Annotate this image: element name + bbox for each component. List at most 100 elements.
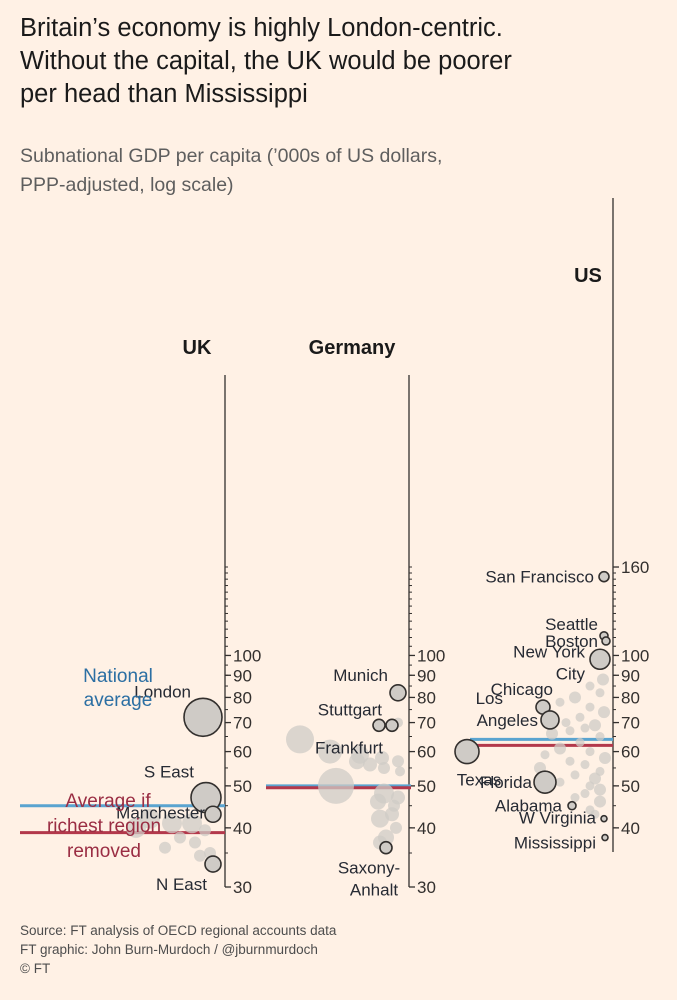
region-label: London (134, 682, 191, 701)
axis-uk (224, 375, 231, 888)
title-line-1: Britain’s economy is highly London-centr… (20, 14, 503, 42)
region-label: Chicago (491, 680, 553, 699)
region-dot (540, 750, 550, 760)
highlight-dot (204, 855, 222, 873)
region-dot (561, 718, 571, 728)
region-dot (554, 742, 566, 755)
tick-label: 40 (417, 819, 436, 838)
highlight-dot (372, 718, 386, 733)
source-line: Source: FT analysis of OECD regional acc… (20, 923, 337, 938)
tick-label: 70 (233, 714, 252, 733)
region-dot (371, 809, 389, 828)
region-label: Manchester (116, 803, 205, 822)
region-dot (392, 755, 404, 768)
credit-line: FT graphic: John Burn-Murdoch / @jburnmu… (20, 942, 318, 957)
tick-label: 40 (233, 819, 252, 838)
region-dot (370, 793, 386, 810)
region-dot (395, 766, 405, 777)
region-label: N East (156, 875, 207, 894)
region-dot (569, 691, 581, 704)
region-dot (349, 753, 365, 770)
highlight-dot (533, 770, 557, 794)
highlight-dot (601, 833, 609, 842)
region-dot (390, 821, 402, 834)
axis-germany (408, 375, 415, 888)
region-dot (378, 761, 390, 774)
region-dot (199, 824, 211, 837)
region-dot (595, 688, 605, 698)
region-label: Saxony- (338, 859, 400, 878)
tick-label: 30 (233, 878, 252, 897)
highlight-dot (454, 738, 480, 765)
tick-label: 80 (621, 688, 640, 707)
region-dot (375, 750, 389, 765)
tick-label: 80 (417, 688, 436, 707)
region-label: Texas (457, 771, 501, 790)
panel-title: UK (183, 337, 212, 359)
region-dot (174, 831, 186, 844)
region-dot (585, 702, 595, 712)
region-label: Stuttgart (318, 700, 383, 719)
region-label: San Francisco (485, 568, 594, 587)
region-dot (598, 706, 610, 719)
region-label: W Virginia (519, 809, 597, 828)
region-dot (555, 697, 565, 707)
region-dot (599, 751, 611, 764)
region-dot (585, 781, 595, 791)
chart-title: Britain’s economy is highly London-centr… (20, 12, 660, 111)
region-dot (595, 732, 605, 742)
highlight-dot (589, 648, 611, 671)
region-dot (570, 793, 580, 803)
region-label: Mississippi (514, 834, 596, 853)
tick-label: 70 (417, 714, 436, 733)
subtitle-line-2: PPP-adjusted, log scale) (20, 174, 234, 196)
region-dot (580, 723, 590, 733)
region-dot (546, 727, 558, 740)
tick-label: 90 (233, 666, 252, 685)
region-label: S East (144, 763, 194, 782)
copyright-line: © FT (20, 961, 51, 976)
chart-subtitle: Subnational GDP per capita (’000s of US … (20, 142, 580, 200)
region-dot (585, 681, 595, 691)
average-without-richest-label: richest region (47, 816, 161, 837)
tick-label: 60 (621, 743, 640, 762)
region-dot (575, 712, 585, 722)
tick-label: 80 (233, 688, 252, 707)
highlight-dot (204, 805, 222, 824)
region-label: Seattle (545, 615, 598, 634)
highlight-dot (567, 800, 577, 811)
tick-label: 100 (621, 646, 649, 665)
title-line-2: Without the capital, the UK would be poo… (20, 47, 512, 75)
region-dot (189, 836, 201, 849)
tick-label: 50 (417, 777, 436, 796)
region-dot (589, 719, 601, 732)
region-label: Frankfurt (315, 738, 383, 757)
tick-label: 90 (417, 666, 436, 685)
region-dot (194, 849, 206, 862)
average-without-richest-label: removed (67, 841, 141, 862)
source-notes: Source: FT analysis of OECD regional acc… (20, 921, 336, 978)
subtitle-line-1: Subnational GDP per capita (’000s of US … (20, 145, 443, 167)
average-without-richest-label: Average if (65, 791, 151, 812)
highlight-dot (540, 710, 560, 730)
highlight-dot (600, 814, 608, 823)
tick-label: 50 (233, 777, 252, 796)
region-dot (575, 737, 585, 747)
region-dot (318, 767, 354, 804)
region-label: Boston (545, 632, 598, 651)
tick-label: 60 (233, 743, 252, 762)
region-dot (594, 783, 606, 796)
region-dot (159, 841, 171, 854)
tick-label: 50 (621, 777, 640, 796)
highlight-dot (389, 683, 407, 702)
panel-title: US (574, 265, 602, 287)
region-label: Anhalt (350, 881, 398, 900)
title-line-3: per head than Mississippi (20, 80, 308, 108)
region-dot (318, 739, 342, 764)
region-dot (585, 747, 595, 757)
region-label: City (556, 664, 586, 683)
region-label: Alabama (495, 797, 563, 816)
axis-us (612, 198, 619, 852)
region-label: Los (476, 689, 503, 708)
